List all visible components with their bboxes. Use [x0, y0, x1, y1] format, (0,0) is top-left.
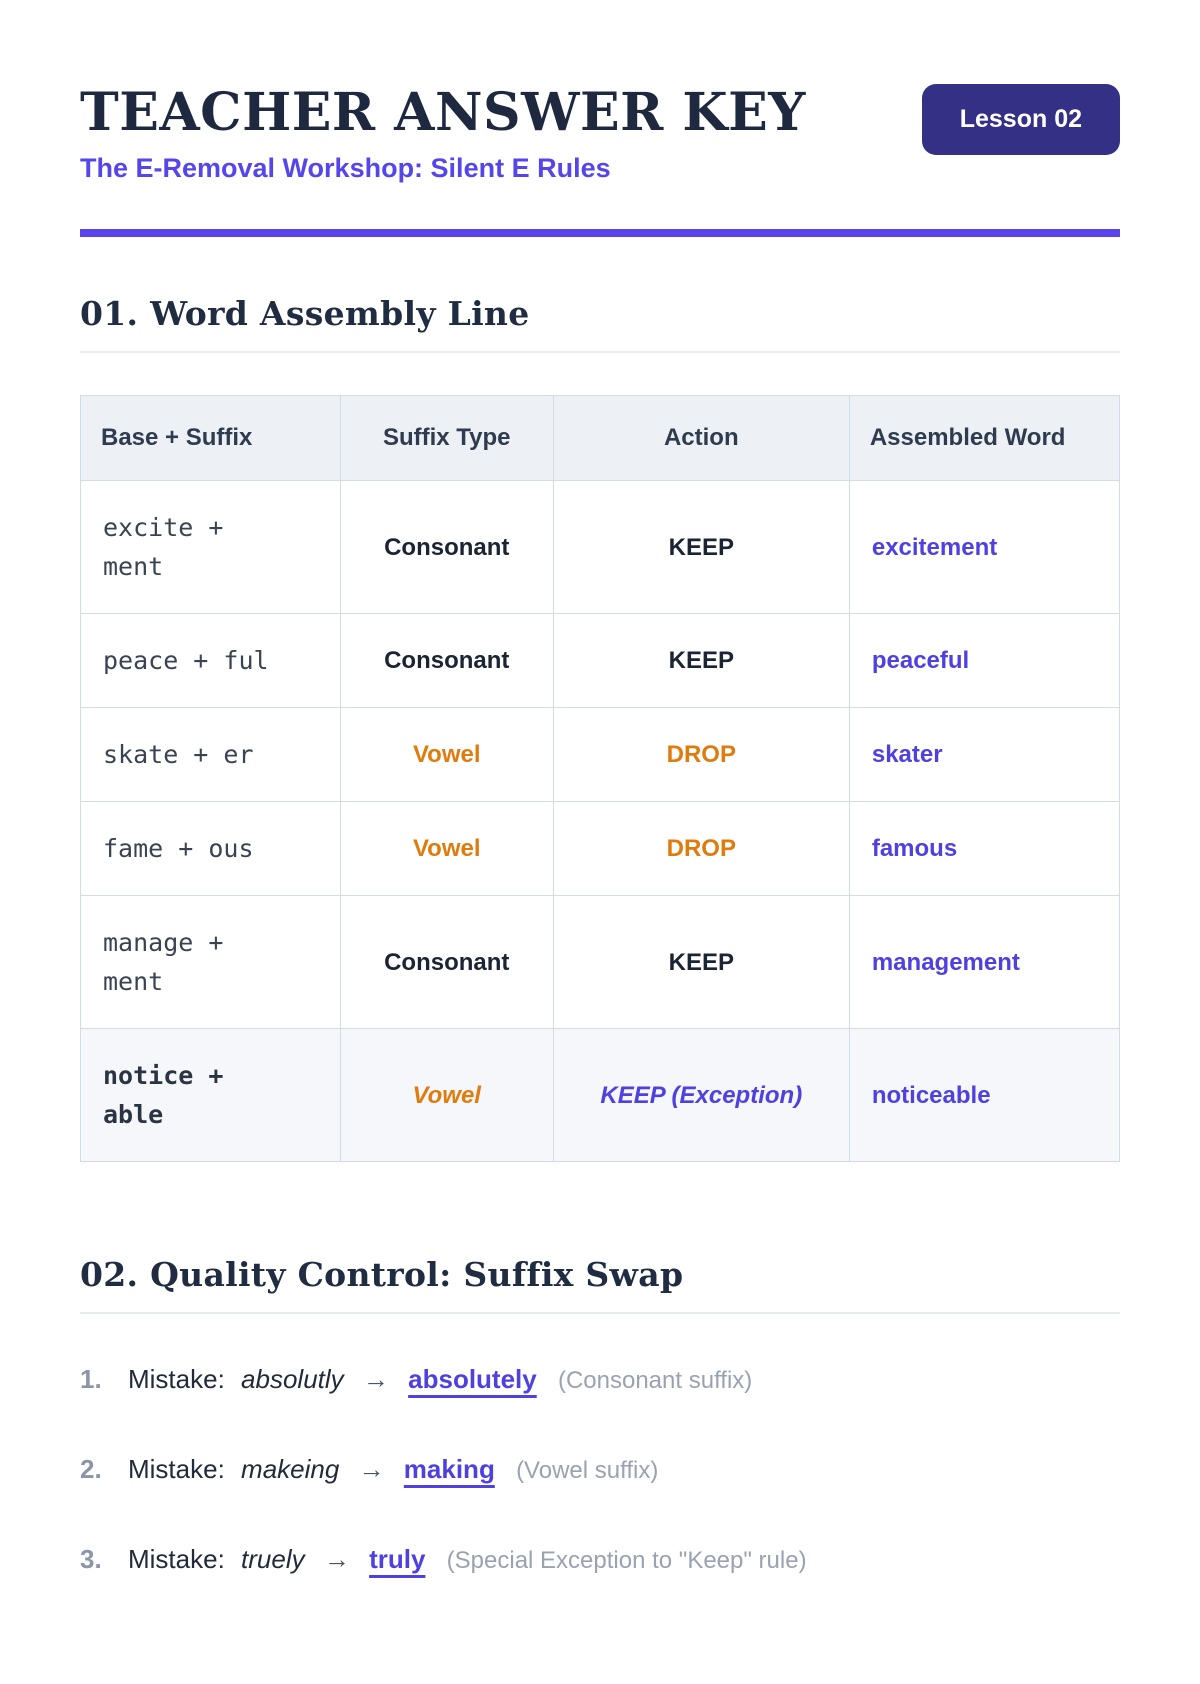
- page-title: TEACHER ANSWER KEY: [80, 82, 806, 143]
- header: TEACHER ANSWER KEY The E-Removal Worksho…: [80, 84, 1120, 185]
- table-row: peace + ful Consonant KEEP peaceful: [80, 613, 1121, 708]
- mistake-label: Mistake:: [128, 1544, 225, 1574]
- list-item-text: Mistake: absolutly → absolutely (Consona…: [128, 1359, 752, 1401]
- mistake-word: truely: [241, 1544, 305, 1574]
- header-titles: TEACHER ANSWER KEY The E-Removal Worksho…: [80, 84, 806, 185]
- suffix-type-cell: Vowel: [339, 1028, 554, 1162]
- mistake-label: Mistake:: [128, 1454, 225, 1484]
- suffix-swap-list: 1. Mistake: absolutly → absolutely (Cons…: [80, 1359, 1120, 1581]
- corrected-word: truly: [369, 1544, 426, 1574]
- section1-divider: [80, 351, 1120, 353]
- arrow-icon: →: [323, 1544, 350, 1574]
- list-item-number: 1.: [80, 1364, 102, 1394]
- list-item: 3. Mistake: truely → truly (Special Exce…: [80, 1539, 1120, 1581]
- mistake-label: Mistake:: [128, 1364, 225, 1394]
- base-suffix-cell: manage + ment: [80, 895, 341, 1029]
- action-cell: KEEP: [552, 480, 850, 614]
- suffix-type-cell: Vowel: [339, 707, 554, 802]
- section2-title: 02. Quality Control: Suffix Swap: [80, 1255, 684, 1294]
- suffix-note: (Vowel suffix): [516, 1457, 659, 1484]
- section1-title: 01. Word Assembly Line: [80, 294, 530, 333]
- accent-divider: [80, 229, 1120, 237]
- list-item-number: 3.: [80, 1544, 102, 1574]
- assembled-word-cell: noticeable: [848, 1028, 1121, 1162]
- list-item: 1. Mistake: absolutly → absolutely (Cons…: [80, 1359, 1120, 1401]
- section2-divider: [80, 1312, 1120, 1314]
- table-row: skate + er Vowel DROP skater: [80, 707, 1121, 802]
- table-header-row: Base + Suffix Suffix Type Action Assembl…: [80, 395, 1121, 481]
- base-suffix-cell: skate + er: [80, 707, 341, 802]
- col-header-action: Action: [552, 395, 850, 481]
- base-suffix-cell: notice + able: [80, 1028, 341, 1162]
- table-row: manage + ment Consonant KEEP management: [80, 895, 1121, 1029]
- suffix-type-cell: Vowel: [339, 801, 554, 896]
- col-header-assembled-word: Assembled Word: [848, 395, 1121, 481]
- base-suffix-cell: fame + ous: [80, 801, 341, 896]
- assembled-word-cell: management: [848, 895, 1121, 1029]
- action-cell: KEEP: [552, 613, 850, 708]
- assembled-word-cell: famous: [848, 801, 1121, 896]
- arrow-icon: →: [358, 1454, 385, 1484]
- assembled-word-cell: excitement: [848, 480, 1121, 614]
- col-header-suffix-type: Suffix Type: [339, 395, 554, 481]
- suffix-type-cell: Consonant: [339, 613, 554, 708]
- col-header-base-suffix: Base + Suffix: [80, 395, 341, 481]
- action-cell: KEEP (Exception): [552, 1028, 850, 1162]
- action-cell: DROP: [552, 707, 850, 802]
- mistake-word: absolutly: [241, 1364, 344, 1394]
- table-row-exception: notice + able Vowel KEEP (Exception) not…: [80, 1028, 1121, 1162]
- action-cell: DROP: [552, 801, 850, 896]
- assembled-word-cell: skater: [848, 707, 1121, 802]
- corrected-word: absolutely: [408, 1364, 537, 1394]
- assembled-word-cell: peaceful: [848, 613, 1121, 708]
- list-item: 2. Mistake: makeing → making (Vowel suff…: [80, 1449, 1120, 1491]
- page-subtitle: The E-Removal Workshop: Silent E Rules: [80, 153, 611, 183]
- mistake-word: makeing: [241, 1454, 340, 1484]
- table-row: fame + ous Vowel DROP famous: [80, 801, 1121, 896]
- base-suffix-cell: peace + ful: [80, 613, 341, 708]
- word-assembly-table: Base + Suffix Suffix Type Action Assembl…: [80, 395, 1121, 1162]
- action-cell: KEEP: [552, 895, 850, 1029]
- suffix-type-cell: Consonant: [339, 480, 554, 614]
- suffix-note: (Special Exception to "Keep" rule): [446, 1547, 807, 1574]
- worksheet-page: TEACHER ANSWER KEY The E-Removal Worksho…: [0, 84, 1200, 1581]
- base-suffix-cell: excite + ment: [80, 480, 341, 614]
- table-row: excite + ment Consonant KEEP excitement: [80, 480, 1121, 614]
- suffix-note: (Consonant suffix): [557, 1367, 753, 1394]
- arrow-icon: →: [362, 1364, 389, 1394]
- suffix-type-cell: Consonant: [339, 895, 554, 1029]
- list-item-number: 2.: [80, 1454, 102, 1484]
- list-item-text: Mistake: makeing → making (Vowel suffix): [128, 1449, 658, 1491]
- corrected-word: making: [403, 1454, 495, 1484]
- lesson-badge: Lesson 02: [921, 84, 1120, 155]
- list-item-text: Mistake: truely → truly (Special Excepti…: [128, 1539, 807, 1581]
